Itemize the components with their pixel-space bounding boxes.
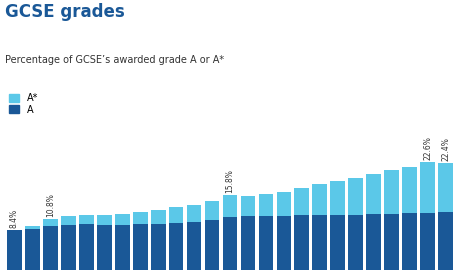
Bar — [97, 216, 112, 225]
Bar — [61, 225, 76, 270]
Bar — [168, 207, 183, 223]
Bar — [258, 216, 273, 270]
Legend: A*, A: A*, A — [10, 93, 38, 115]
Bar — [151, 210, 165, 224]
Bar — [186, 205, 201, 222]
Bar — [294, 188, 308, 216]
Bar — [330, 215, 344, 270]
Bar — [419, 162, 434, 213]
Bar — [168, 223, 183, 270]
Bar — [79, 224, 94, 270]
Bar — [186, 222, 201, 270]
Bar — [7, 230, 22, 270]
Bar — [401, 213, 416, 270]
Bar — [222, 217, 237, 270]
Bar — [43, 226, 58, 270]
Bar — [419, 213, 434, 270]
Bar — [222, 195, 237, 217]
Bar — [204, 201, 219, 220]
Bar — [383, 171, 398, 214]
Bar — [365, 214, 380, 270]
Bar — [133, 212, 147, 224]
Bar — [115, 214, 129, 225]
Bar — [401, 167, 416, 213]
Text: 15.8%: 15.8% — [225, 169, 234, 193]
Bar — [330, 181, 344, 215]
Text: 22.6%: 22.6% — [422, 137, 431, 160]
Bar — [258, 194, 273, 216]
Bar — [115, 225, 129, 270]
Bar — [61, 216, 76, 225]
Text: 10.8%: 10.8% — [46, 193, 55, 217]
Text: Percentage of GCSE’s awarded grade A or A*: Percentage of GCSE’s awarded grade A or … — [5, 55, 223, 65]
Bar — [276, 192, 291, 216]
Text: 22.4%: 22.4% — [440, 137, 449, 161]
Bar — [437, 163, 452, 212]
Bar — [43, 219, 58, 226]
Bar — [437, 212, 452, 270]
Bar — [240, 216, 255, 270]
Bar — [133, 224, 147, 270]
Bar — [365, 174, 380, 214]
Bar — [25, 229, 40, 270]
Bar — [79, 215, 94, 224]
Bar — [294, 216, 308, 270]
Bar — [276, 216, 291, 270]
Bar — [151, 224, 165, 270]
Bar — [25, 227, 40, 229]
Bar — [204, 220, 219, 270]
Bar — [383, 214, 398, 270]
Text: GCSE grades: GCSE grades — [5, 3, 124, 21]
Bar — [347, 178, 362, 214]
Bar — [312, 216, 326, 270]
Bar — [97, 225, 112, 270]
Text: 8.4%: 8.4% — [10, 209, 19, 228]
Bar — [240, 196, 255, 216]
Bar — [347, 214, 362, 270]
Bar — [312, 184, 326, 216]
